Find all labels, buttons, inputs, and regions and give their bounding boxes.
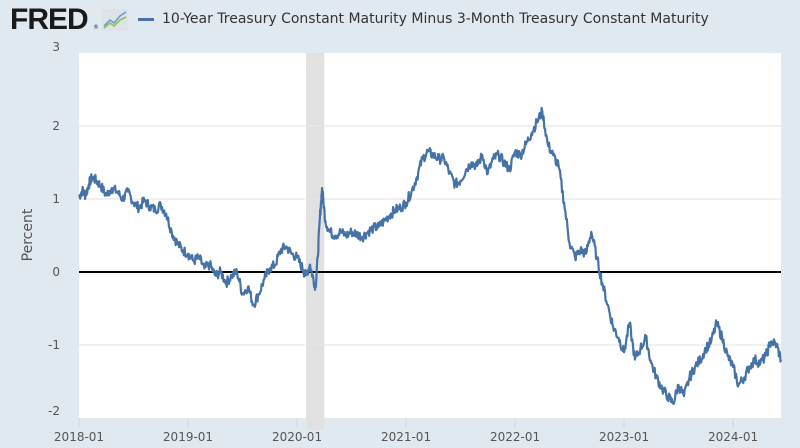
x-tick-label: 2024-01 [708,430,758,444]
x-tick-label: 2019-01 [163,430,213,444]
chart-line-icon [102,9,128,31]
series-line[interactable] [78,106,783,405]
legend-swatch [138,18,154,21]
plot-area [79,53,781,418]
fred-logo[interactable]: FRED [10,3,89,36]
x-axis: 2018-01 2019-01 2020-01 2021-01 2022-01 2023-… [54,418,758,444]
x-tick-label: 2023-01 [599,430,649,444]
y-tick-label: -2 [48,404,60,418]
gridlines [79,125,781,346]
chart-header: FRED ® 10-Year Treasury Constant Maturit… [0,0,800,40]
y-axis-label: Percent [20,208,36,261]
y-tick-label: -1 [48,338,60,352]
y-tick-label: 3 [52,40,60,54]
recession-band [306,53,325,430]
y-tick-label: 2 [52,119,60,133]
y-tick-label: 1 [52,192,60,206]
x-tick-label: 2018-01 [54,430,104,444]
x-tick-label: 2021-01 [381,430,431,444]
recession-bands [306,53,325,430]
y-tick-label: 0 [52,265,60,279]
x-tick-label: 2022-01 [490,430,540,444]
x-tick-label: 2020-01 [272,430,322,444]
legend-series-label[interactable]: 10-Year Treasury Constant Maturity Minus… [162,11,709,27]
registered-mark: ® [93,24,99,31]
y-axis: 3 2 1 0 -1 -2 [48,40,60,418]
